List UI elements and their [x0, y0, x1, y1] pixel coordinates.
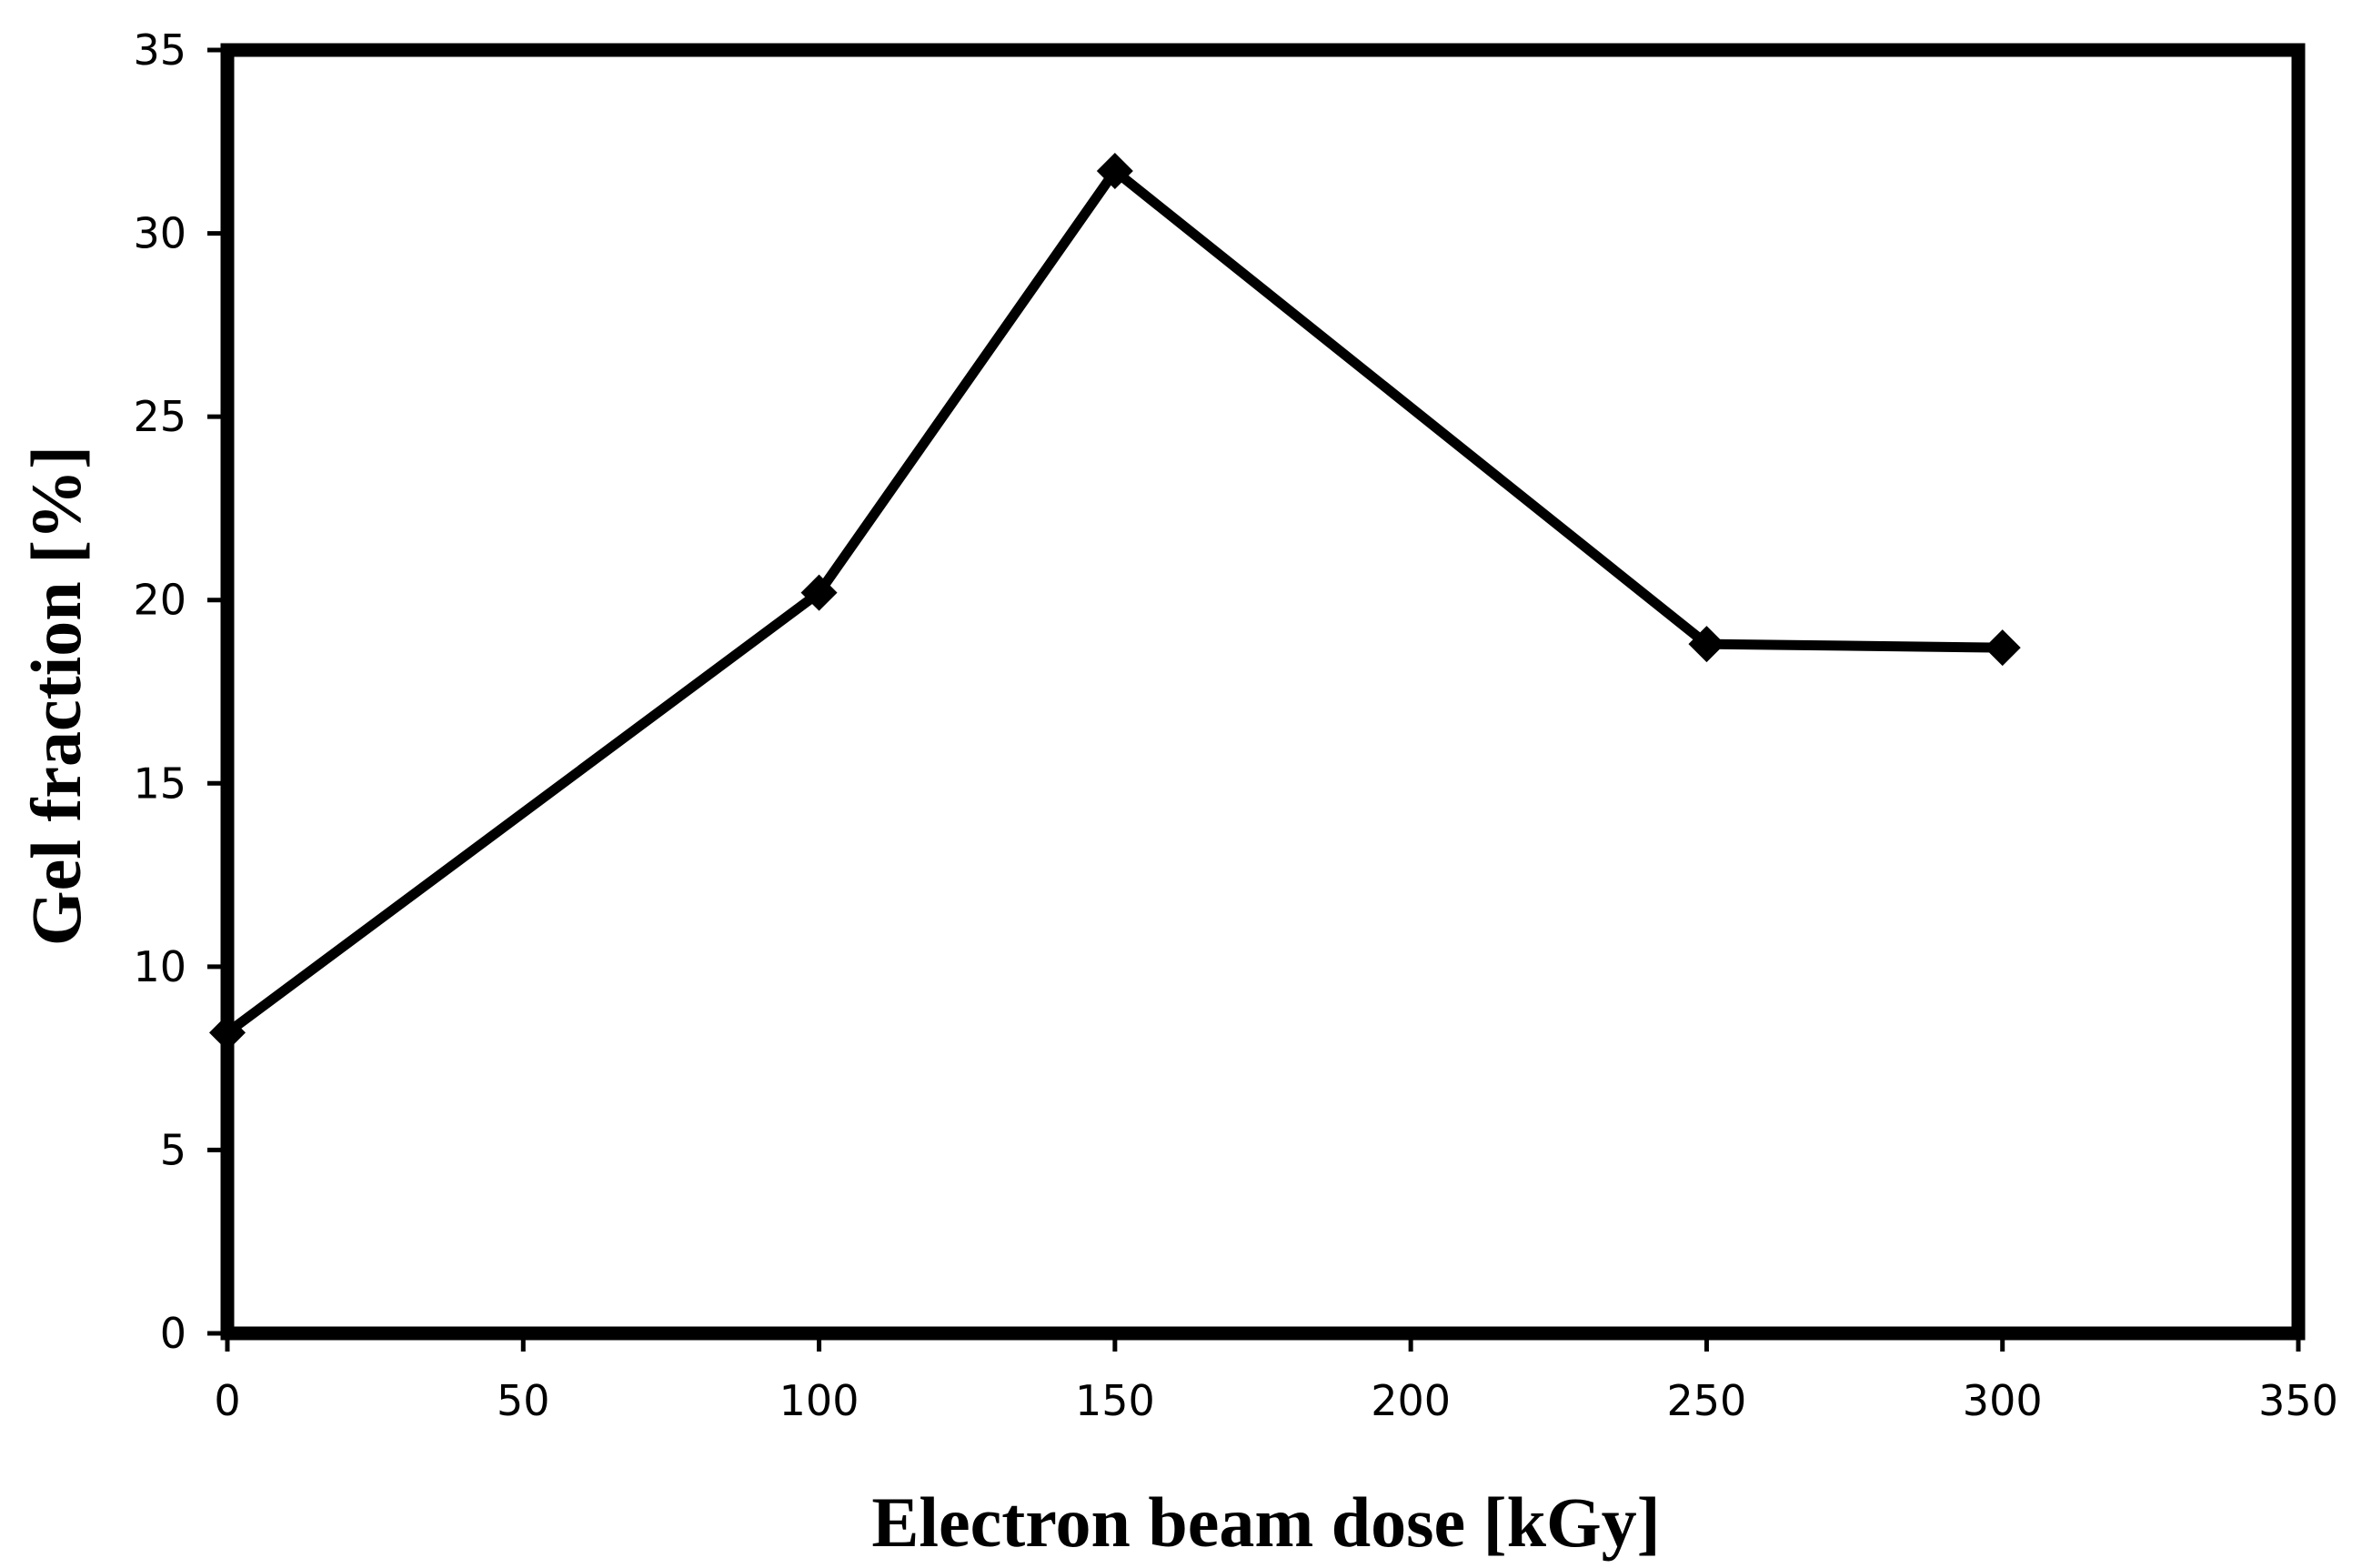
y-tick-label: 10 [133, 942, 186, 991]
x-tick-label: 350 [2258, 1376, 2338, 1425]
x-tick-label: 200 [1371, 1376, 1451, 1425]
y-tick-label: 25 [133, 392, 186, 441]
y-tick-label: 0 [160, 1309, 186, 1358]
data-point-marker [1984, 629, 2021, 667]
x-tick-label: 0 [214, 1376, 240, 1425]
x-tick-label: 50 [497, 1376, 550, 1425]
x-tick-label: 150 [1075, 1376, 1155, 1425]
x-axis-title: Electron beam dose [kGy] [871, 1483, 1660, 1562]
data-point-marker [209, 1014, 246, 1051]
y-tick-label: 30 [133, 209, 186, 258]
plot-frame [220, 43, 2306, 1341]
y-tick-label: 5 [160, 1125, 186, 1174]
x-tick-label: 300 [1963, 1376, 2043, 1425]
y-tick-label: 20 [133, 576, 186, 625]
y-tick-label: 35 [133, 25, 186, 75]
data-point-marker [800, 574, 838, 611]
data-point-marker [1688, 626, 1725, 663]
y-axis-title: Gel fraction [%] [16, 446, 95, 946]
data-point-marker [1096, 153, 1133, 190]
y-tick-label: 15 [133, 759, 186, 808]
x-tick-label: 100 [779, 1376, 859, 1425]
x-tick-label: 250 [1667, 1376, 1747, 1425]
